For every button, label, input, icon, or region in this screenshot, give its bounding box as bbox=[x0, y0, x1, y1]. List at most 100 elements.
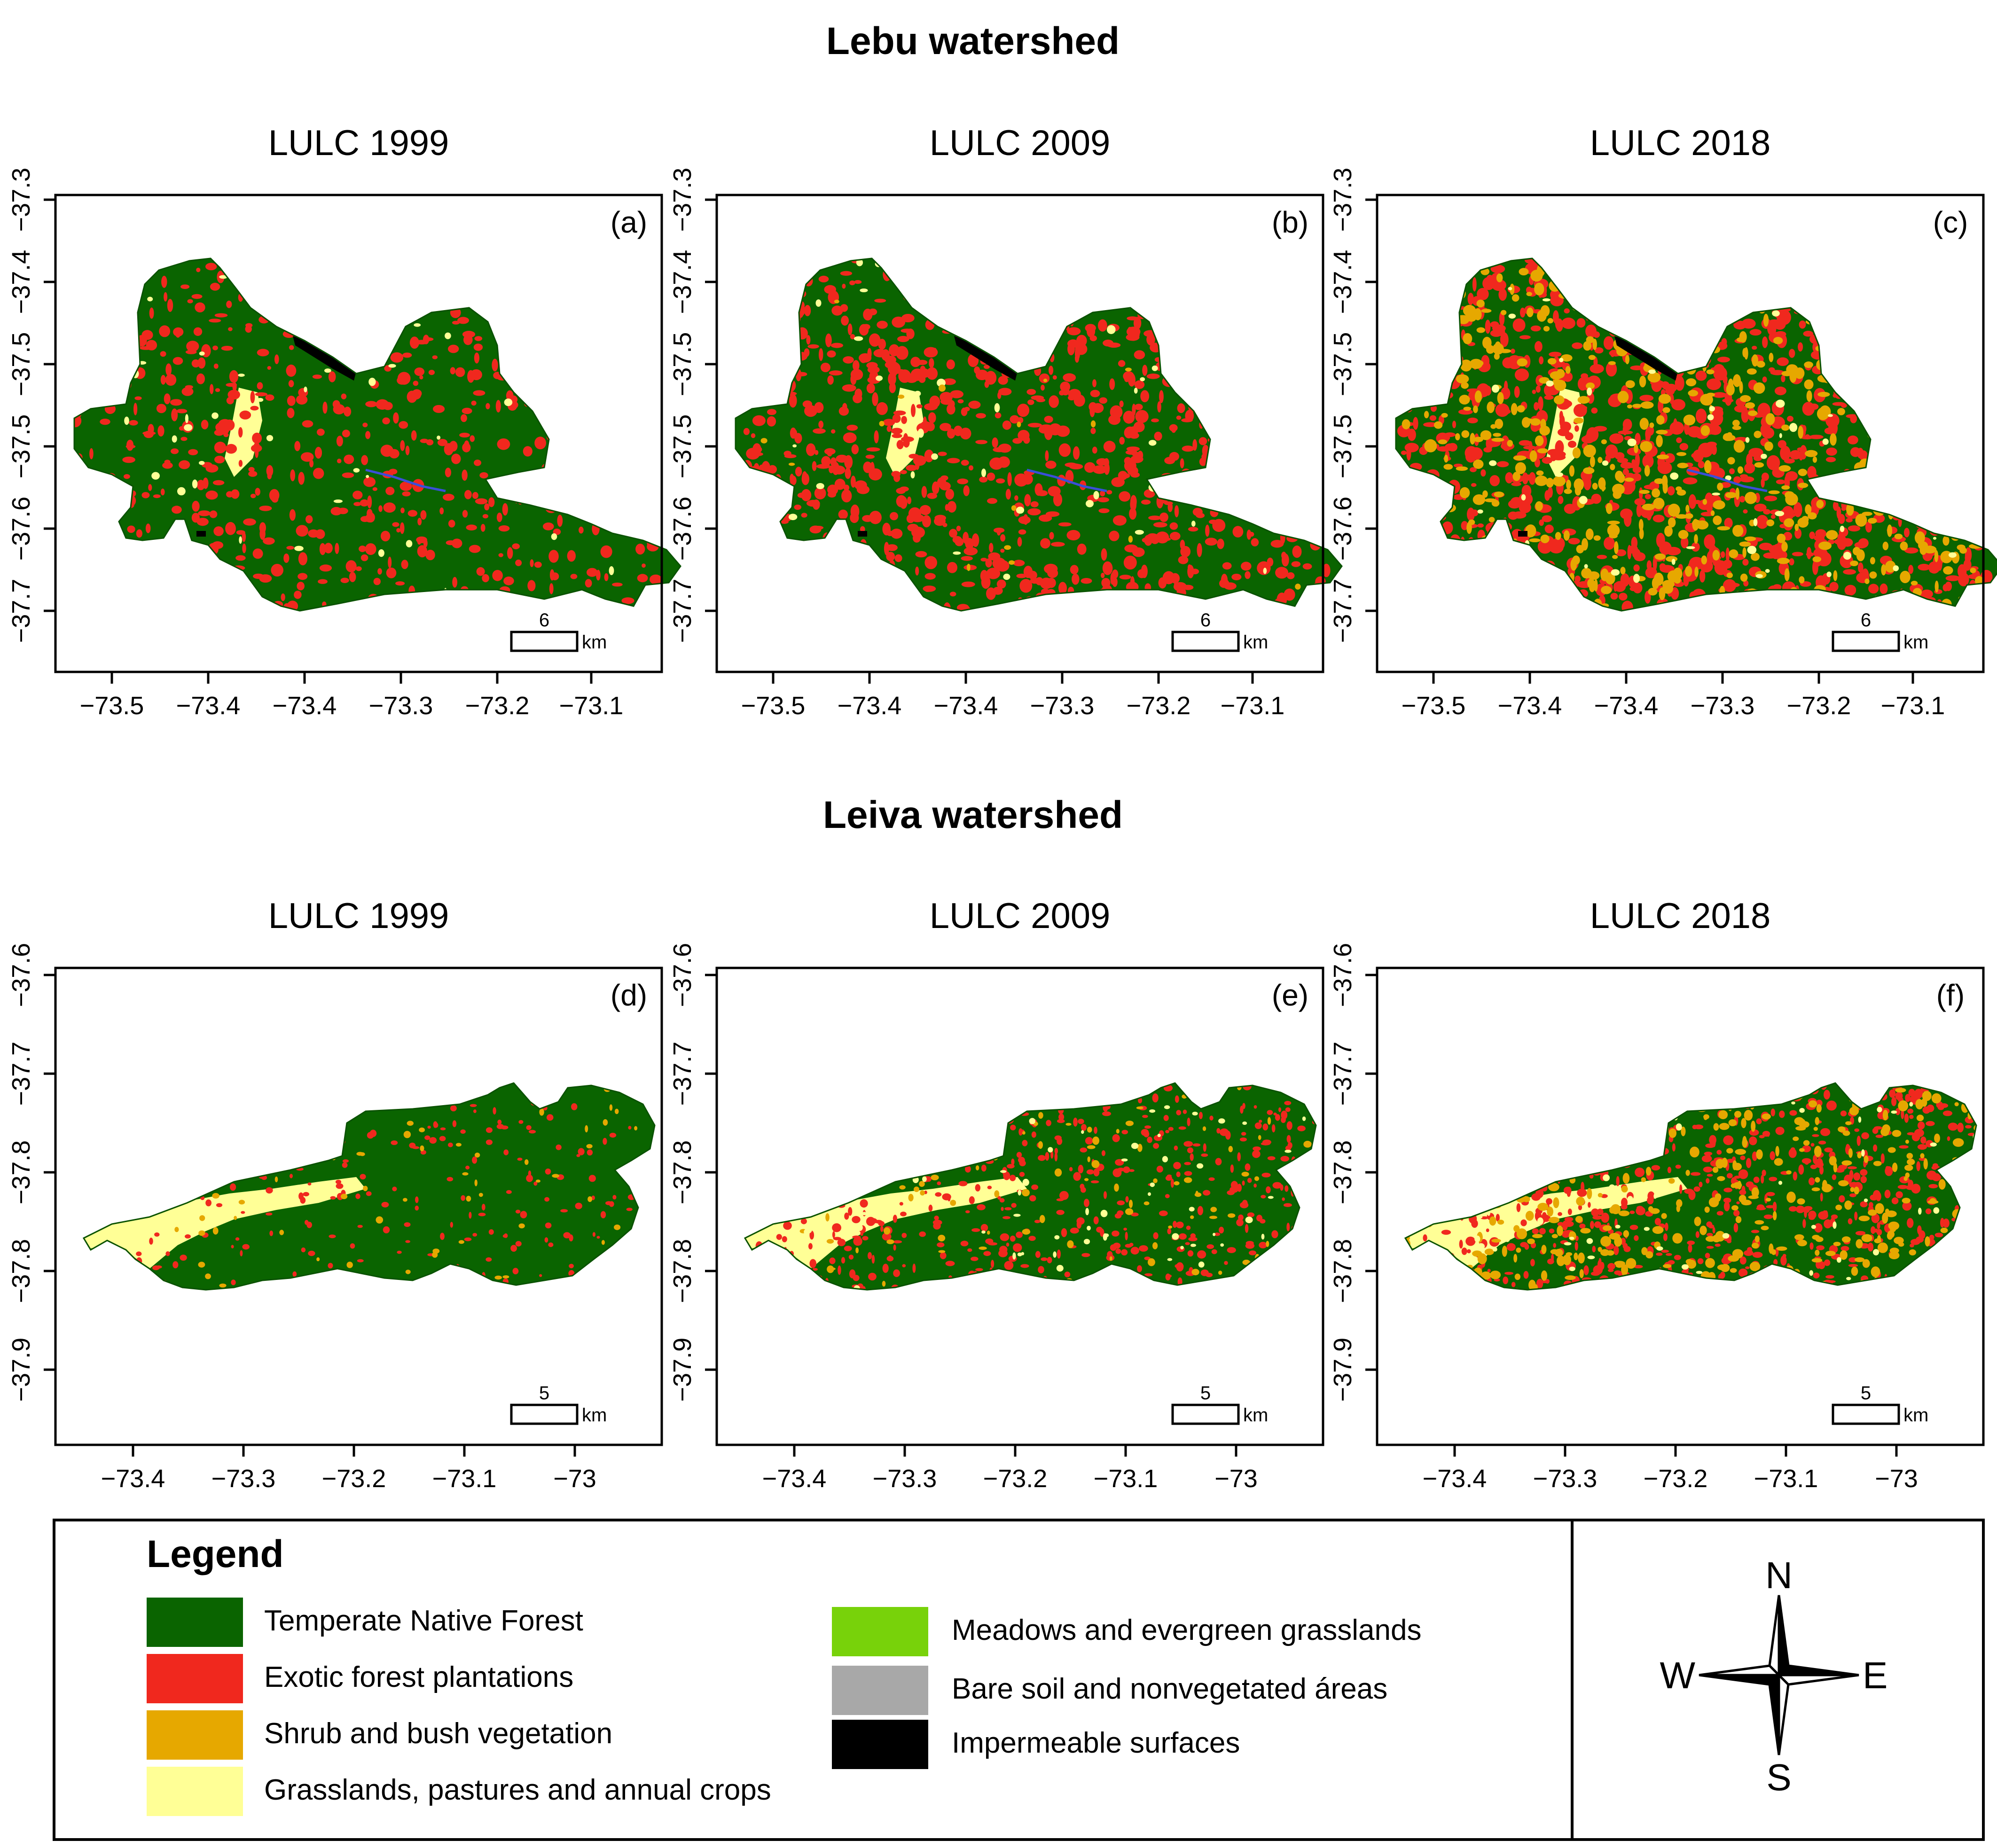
land-cover-patch bbox=[238, 1200, 245, 1205]
land-cover-patch bbox=[248, 467, 255, 472]
land-cover-patch bbox=[603, 1119, 608, 1126]
land-cover-patch bbox=[420, 258, 430, 267]
land-cover-patch bbox=[806, 1282, 813, 1289]
land-cover-patch bbox=[160, 374, 166, 385]
land-cover-patch bbox=[1880, 309, 1886, 318]
land-cover-patch bbox=[529, 378, 539, 382]
land-cover-patch bbox=[151, 472, 160, 480]
land-cover-patch bbox=[344, 454, 354, 464]
land-cover-patch bbox=[239, 410, 251, 420]
land-cover-patch bbox=[1398, 352, 1408, 360]
land-cover-patch bbox=[1434, 503, 1442, 513]
land-cover-patch bbox=[1416, 258, 1423, 263]
land-cover-patch bbox=[457, 317, 469, 324]
land-cover-patch bbox=[1267, 557, 1274, 567]
land-cover-patch bbox=[1237, 459, 1244, 464]
land-cover-patch bbox=[1399, 398, 1403, 403]
land-cover-patch bbox=[886, 593, 890, 597]
land-cover-patch bbox=[764, 593, 776, 603]
land-cover-patch bbox=[1983, 370, 1992, 374]
land-cover-patch bbox=[1890, 265, 1904, 272]
land-cover-patch bbox=[1743, 509, 1748, 514]
land-cover-patch bbox=[1562, 372, 1573, 382]
land-cover-patch bbox=[1253, 258, 1260, 261]
land-cover-patch bbox=[1013, 1243, 1022, 1252]
land-cover-patch bbox=[1746, 258, 1750, 265]
land-cover-patch bbox=[1825, 276, 1829, 289]
land-cover-patch bbox=[1885, 336, 1895, 349]
land-cover-patch bbox=[1102, 561, 1113, 575]
land-cover-patch bbox=[1966, 515, 1976, 523]
land-cover-patch bbox=[1852, 313, 1858, 321]
land-cover-patch bbox=[279, 1230, 284, 1235]
land-cover-patch bbox=[215, 422, 228, 433]
land-cover-patch bbox=[587, 1196, 593, 1202]
land-cover-patch bbox=[842, 283, 846, 289]
land-cover-patch bbox=[301, 1284, 305, 1290]
land-cover-patch bbox=[1262, 362, 1267, 369]
land-cover-patch bbox=[1101, 290, 1105, 296]
land-cover-patch bbox=[1117, 606, 1121, 611]
land-cover-patch bbox=[1307, 305, 1321, 313]
land-cover-patch bbox=[1229, 366, 1242, 377]
land-cover-patch bbox=[1396, 493, 1402, 508]
land-cover-patch bbox=[957, 308, 966, 320]
land-cover-patch bbox=[1181, 299, 1185, 306]
land-cover-patch bbox=[1154, 431, 1162, 441]
land-cover-patch bbox=[1525, 524, 1536, 538]
land-cover-patch bbox=[1721, 338, 1727, 346]
land-cover-patch bbox=[1832, 290, 1846, 295]
land-cover-patch bbox=[906, 465, 917, 471]
land-cover-patch bbox=[1425, 608, 1433, 611]
land-cover-patch bbox=[146, 340, 157, 351]
land-cover-patch bbox=[819, 1198, 827, 1207]
land-cover-patch bbox=[157, 425, 164, 437]
land-cover-patch bbox=[1712, 392, 1727, 398]
land-cover-patch bbox=[862, 324, 870, 330]
land-cover-patch bbox=[1634, 498, 1646, 506]
land-cover-patch bbox=[1571, 302, 1584, 312]
land-cover-patch bbox=[1826, 530, 1838, 540]
land-cover-patch bbox=[286, 546, 294, 550]
land-cover-patch bbox=[565, 507, 570, 513]
land-cover-patch bbox=[1840, 353, 1850, 358]
land-cover-patch bbox=[482, 574, 489, 583]
land-cover-patch bbox=[1956, 314, 1962, 328]
land-cover-patch bbox=[1775, 294, 1790, 303]
land-cover-patch bbox=[1125, 292, 1136, 306]
land-cover-patch bbox=[1865, 351, 1870, 361]
land-cover-patch bbox=[989, 543, 994, 553]
land-cover-patch bbox=[1002, 1216, 1010, 1219]
land-cover-patch bbox=[1795, 259, 1804, 273]
land-cover-patch bbox=[1713, 607, 1719, 611]
land-cover-patch bbox=[1881, 365, 1891, 378]
land-cover-patch bbox=[439, 1136, 446, 1141]
land-cover-patch bbox=[957, 399, 964, 404]
land-cover-patch bbox=[1792, 552, 1803, 556]
land-cover-patch bbox=[207, 584, 212, 591]
land-cover-patch bbox=[1134, 388, 1138, 394]
land-cover-patch bbox=[1207, 389, 1215, 394]
land-cover-patch bbox=[1409, 393, 1416, 405]
land-cover-patch bbox=[1833, 316, 1843, 320]
land-cover-patch bbox=[93, 522, 98, 531]
land-cover-patch bbox=[1497, 605, 1510, 611]
land-cover-patch bbox=[585, 1125, 588, 1132]
land-cover-patch bbox=[947, 296, 953, 302]
land-cover-patch bbox=[1608, 361, 1616, 365]
land-cover-patch bbox=[296, 525, 308, 537]
land-cover-patch bbox=[1648, 588, 1658, 596]
land-cover-patch bbox=[820, 362, 830, 373]
land-cover-patch bbox=[475, 498, 488, 505]
land-cover-patch bbox=[1230, 1164, 1234, 1173]
land-cover-patch bbox=[1300, 483, 1306, 492]
land-cover-patch bbox=[804, 348, 810, 357]
land-cover-patch bbox=[1279, 287, 1293, 300]
land-cover-patch bbox=[1948, 452, 1954, 457]
land-cover-patch bbox=[1250, 424, 1261, 429]
land-cover-patch bbox=[1147, 1137, 1152, 1143]
land-cover-patch bbox=[951, 278, 957, 289]
land-cover-patch bbox=[1024, 494, 1031, 507]
land-cover-patch bbox=[1165, 1130, 1169, 1133]
land-cover-patch bbox=[754, 483, 767, 490]
